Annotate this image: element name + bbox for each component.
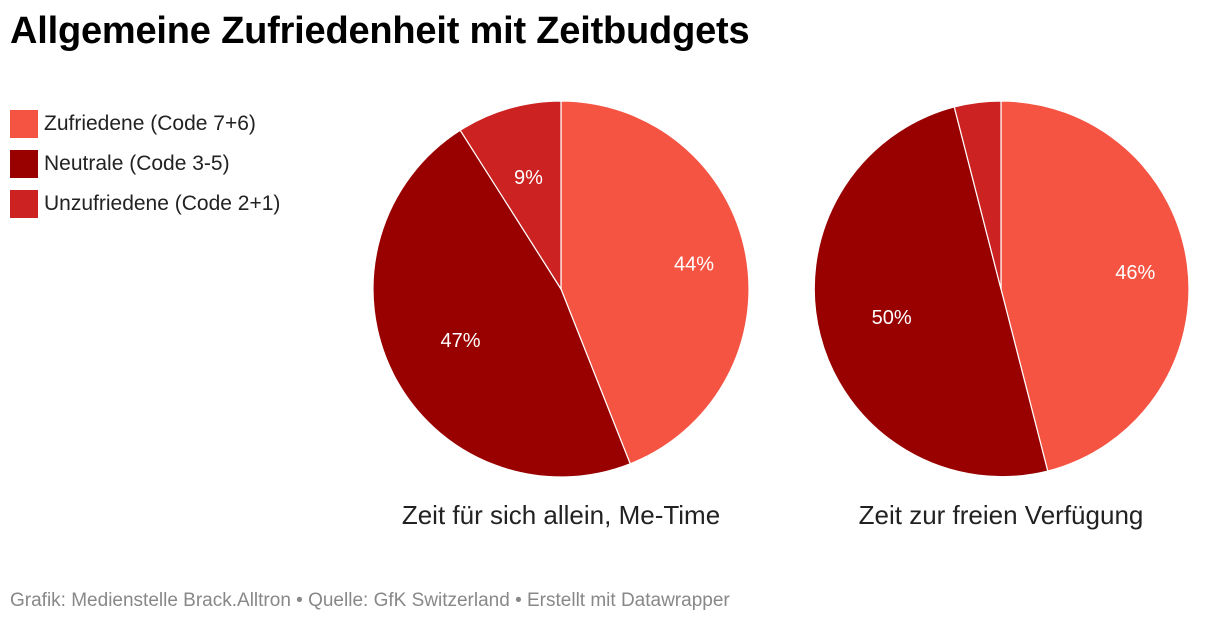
pie-label-freie-zeit-zufriedene: 46% bbox=[1115, 262, 1155, 284]
legend-swatch-neutrale bbox=[10, 150, 38, 178]
legend-item-zufriedene: Zufriedene (Code 7+6) bbox=[10, 110, 280, 138]
pie-label-me-time-neutrale: 47% bbox=[440, 330, 480, 352]
pie-title-freie-zeit: Zeit zur freien Verfügung bbox=[859, 500, 1144, 530]
pie-slice-freie-zeit-neutrale bbox=[813, 106, 1049, 478]
pie-label-me-time-unzufriedene: 9% bbox=[514, 167, 543, 189]
pie-label-me-time-zufriedene: 44% bbox=[674, 254, 714, 276]
legend-label-zufriedene: Zufriedene (Code 7+6) bbox=[44, 112, 256, 135]
chart-title: Allgemeine Zufriedenheit mit Zeitbudgets bbox=[10, 10, 750, 52]
pie-slice-me-time-zufriedene bbox=[560, 100, 750, 465]
pie-slice-me-time-neutrale bbox=[372, 129, 631, 478]
legend-swatch-zufriedene bbox=[10, 110, 38, 138]
legend-item-unzufriedene: Unzufriedene (Code 2+1) bbox=[10, 190, 280, 218]
pie-slice-freie-zeit-zufriedene bbox=[1000, 100, 1190, 472]
legend-item-neutrale: Neutrale (Code 3-5) bbox=[10, 150, 280, 178]
legend-label-neutrale: Neutrale (Code 3-5) bbox=[44, 152, 230, 175]
pie-slice-me-time-unzufriedene bbox=[459, 100, 562, 292]
legend: Zufriedene (Code 7+6) Neutrale (Code 3-5… bbox=[10, 110, 280, 230]
pie-title-me-time: Zeit für sich allein, Me-Time bbox=[402, 500, 720, 530]
pie-slice-freie-zeit-unzufriedene bbox=[953, 100, 1002, 290]
footer-credits: Grafik: Medienstelle Brack.Alltron • Que… bbox=[10, 590, 730, 611]
pie-label-freie-zeit-neutrale: 50% bbox=[872, 307, 912, 329]
legend-label-unzufriedene: Unzufriedene (Code 2+1) bbox=[44, 192, 281, 215]
legend-swatch-unzufriedene bbox=[10, 190, 38, 218]
